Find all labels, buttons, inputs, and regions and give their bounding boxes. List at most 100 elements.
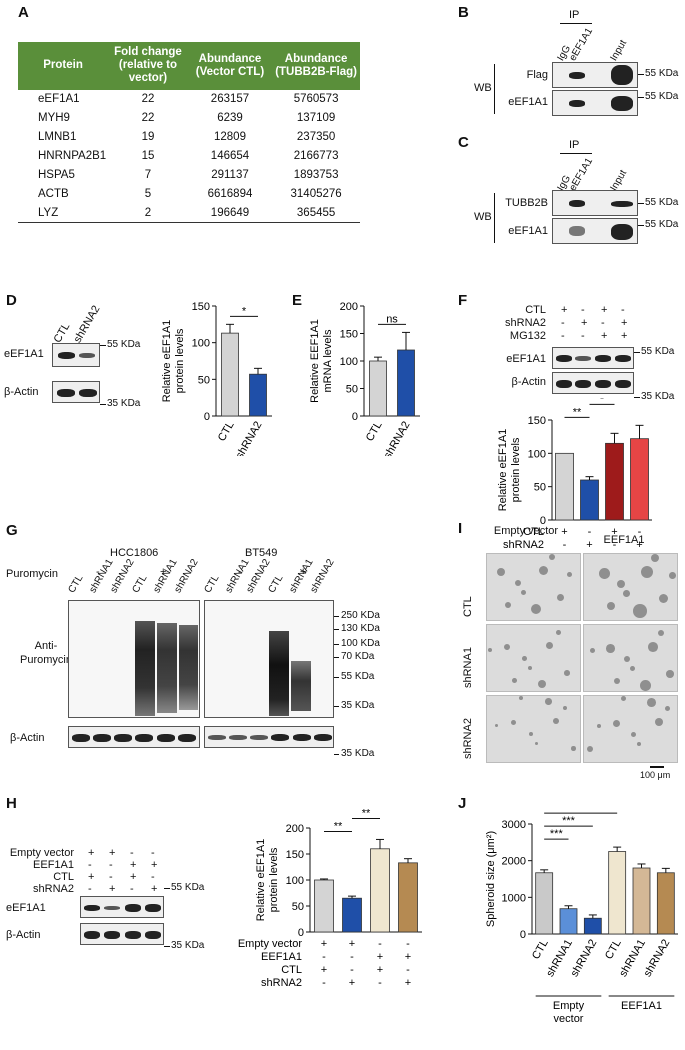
lane-label: CTL [130,573,150,595]
table-row: HNRNPA2B1 15 146654 2166773 [18,147,360,166]
lane-label: eEF1A1 [567,156,596,193]
significance-label: * [242,305,247,317]
y-tick-label: 50 [292,901,304,913]
eef1a1-blot [52,343,100,367]
mw-marker: 250 KDa [341,610,380,621]
col-header: Abundance (TUBB2B-Flag) [272,42,360,90]
spheroid-image [583,695,678,763]
mw-marker: 35 KDa [641,391,675,402]
group-label: EEF1A1 [621,1000,662,1012]
bar [249,373,267,417]
mw-marker: 130 KDa [341,623,380,634]
mw-marker: 55 KDa [645,68,679,79]
table-cell: 196649 [187,203,273,224]
lane-label: CTL [66,573,86,595]
table-cell: 22 [141,93,155,106]
mw-marker: 55 KDa [645,197,679,208]
col-header: Fold change (relative to vector) [108,42,188,90]
condition-label: shRNA2 [261,977,302,989]
actin-blot [52,381,100,403]
table-cell: LYZ [18,203,109,224]
table-cell: 15 [141,150,155,163]
condition-label: shRNA2 [505,317,546,329]
bar [605,442,624,521]
actin-blot-hcc1806 [68,726,200,748]
y-tick-label: 0 [298,927,304,939]
row-label: eEF1A1 [4,348,44,360]
table-cell: 2 [108,203,188,224]
table-cell: 291137 [211,169,249,182]
ip-label: IP [569,9,580,21]
table-header-row: Protein Fold change (relative to vector)… [18,42,360,90]
row-label: shRNA2 [462,718,474,759]
treatment-label: Puromycin [6,568,58,580]
panel-label-a: A [18,4,29,21]
condition-label: Empty vector [238,938,303,950]
sign: + [160,566,167,578]
x-tick-label: shRNA2 [234,420,265,457]
significance-label: *** [574,808,588,814]
condition-label: EEF1A1 [261,951,302,963]
row-label: eEF1A1 [6,902,46,914]
condition-sign: + [405,951,411,963]
panel-label-i: I [458,520,463,537]
condition-sign: - [88,883,92,895]
bar [632,867,651,935]
mw-marker: 55 KDa [645,91,679,102]
bar [608,851,627,935]
flag-blot [552,62,638,88]
cell-line-label: HCC1806 [110,547,159,559]
bar [656,872,675,935]
condition-label: CTL [523,526,544,538]
condition-sign: - [151,847,155,859]
row-label: β-Actin [6,929,41,941]
x-tick-label: shRNA2 [382,420,413,457]
y-tick-label: 100 [286,875,304,887]
condition-sign: - [350,964,354,976]
y-axis-label: Relative eEF1A1protein levels [255,839,280,922]
condition-label: CTL [525,304,546,316]
condition-sign: + [621,317,628,329]
lane-label: shRNA2 [71,303,103,345]
condition-sign: - [601,317,605,329]
significance-label: ** [362,808,371,819]
eef1a1-blot [552,90,638,116]
y-tick-label: 200 [340,301,358,313]
row-label: β-Actin [4,386,39,398]
eef1a1-blot [552,218,638,244]
table-cell: 137109 [296,112,336,125]
significance-label: *** [562,815,576,827]
bar [559,908,578,935]
y-tick-label: 50 [534,482,546,494]
puromycin-blot-bt549 [204,600,334,718]
y-tick-label: 0 [204,411,210,423]
y-tick-label: 200 [286,823,304,835]
puromycin-blot-hcc1806 [68,600,200,718]
panel-label-b: B [458,4,469,21]
y-tick-label: 100 [340,356,358,368]
mw-marker: 55 KDa [341,671,375,682]
table-row: ACTB 5 6616894 31405276 [18,185,360,204]
condition-sign: + [601,304,608,316]
mw-marker: 70 KDa [341,651,375,662]
panel-label-g: G [6,522,18,539]
eef1a1-blot [552,347,634,369]
y-tick-label: 100 [528,448,546,460]
wb-label: WB [474,211,492,223]
significance-label: ** [334,820,343,832]
mw-marker: 55 KDa [107,339,141,350]
condition-label: MG132 [509,330,546,342]
condition-sign: - [581,330,585,342]
sign: - [96,566,100,578]
y-tick-label: 0 [520,929,526,941]
spheroid-image [486,553,581,621]
table-cell: 7 [144,169,152,182]
condition-sign: + [561,304,568,316]
table-cell: 6239 [217,112,243,125]
condition-label: CTL [281,964,302,976]
lane-label: eEF1A1 [567,26,596,63]
bar [314,879,334,933]
mw-marker: 55 KDa [645,219,679,230]
y-tick-label: 0 [352,411,358,423]
